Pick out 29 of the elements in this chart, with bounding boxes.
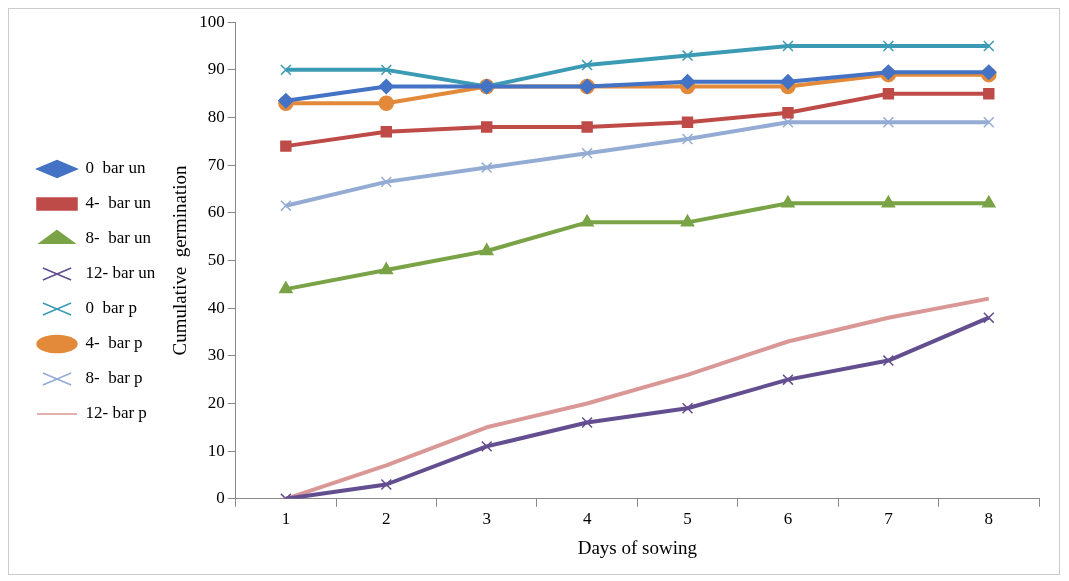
- x-tick-label: 6: [783, 509, 793, 529]
- legend-label: 8- bar p: [85, 368, 143, 388]
- x-tick-label: 5: [683, 509, 692, 529]
- y-tick-label: 90: [207, 59, 225, 79]
- y-tick-label: 0: [216, 488, 225, 508]
- x-tick-label: 3: [482, 509, 491, 529]
- x-tick-label: 7: [884, 509, 894, 529]
- x-tick-label: 1: [281, 509, 291, 529]
- y-tick-label: 30: [207, 345, 225, 365]
- y-tick-label: 100: [199, 11, 225, 31]
- x-tick-label: 8: [984, 509, 994, 529]
- legend-label: 4- bar un: [85, 193, 152, 213]
- x-tick-label: 2: [382, 509, 391, 529]
- y-tick-label: 40: [207, 297, 225, 317]
- y-tick-label: 50: [207, 249, 225, 269]
- y-tick-label: 20: [207, 392, 225, 412]
- y-tick-label: 80: [207, 106, 225, 126]
- y-tick-label: 60: [207, 202, 225, 222]
- x-axis-title: Days of sowing: [577, 536, 698, 558]
- x-tick-label: 4: [582, 509, 592, 529]
- y-tick-label: 10: [207, 440, 225, 460]
- legend-label: 12- bar un: [85, 263, 156, 283]
- y-tick-label: 70: [207, 154, 225, 174]
- legend-label: 0 bar p: [85, 298, 137, 318]
- legend-label: 0 bar un: [85, 158, 146, 178]
- legend-label: 8- bar un: [85, 228, 152, 248]
- legend-label: 12- bar p: [85, 403, 147, 423]
- legend-label: 4- bar p: [85, 333, 143, 353]
- y-axis-title: Cumulative germination: [168, 165, 190, 356]
